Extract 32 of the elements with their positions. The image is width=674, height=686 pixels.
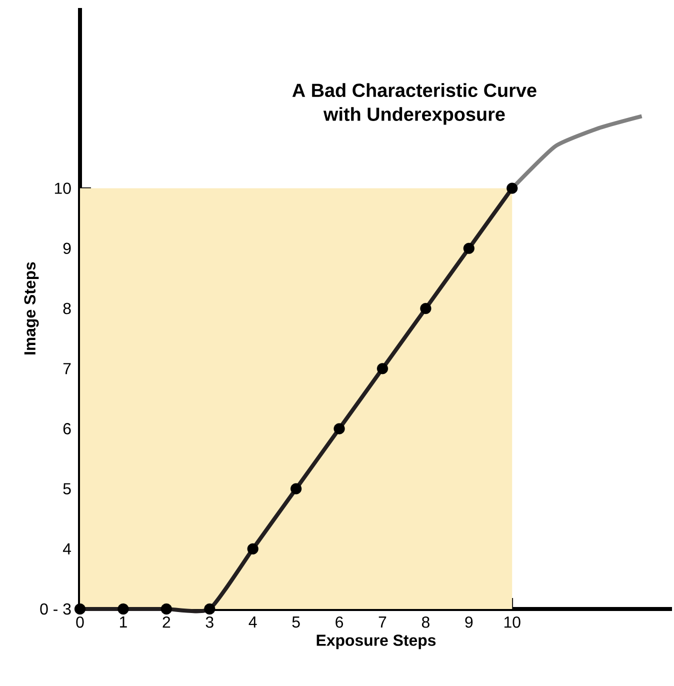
- y-tick-label: 7: [63, 363, 71, 374]
- x-tick-label: 0: [76, 616, 84, 628]
- point: [204, 603, 216, 615]
- point: [290, 483, 302, 494]
- y-tick-label: 8: [63, 302, 71, 314]
- point: [463, 242, 474, 254]
- x-tick-label: 3: [206, 616, 214, 628]
- y-tick-label: 4: [62, 543, 72, 554]
- point: [334, 423, 345, 434]
- point: [247, 543, 258, 554]
- x-tick-label: 9: [465, 616, 473, 628]
- point: [74, 603, 86, 615]
- x-tick-label: 7: [378, 616, 386, 628]
- x-tick-label: 6: [336, 616, 343, 628]
- y-tick-label: 5: [63, 483, 71, 494]
- x-axis-title: Exposure Steps: [316, 634, 436, 650]
- point: [160, 603, 172, 615]
- x-tick-label: 8: [422, 616, 430, 628]
- point: [376, 363, 388, 374]
- x-tick-label: 2: [162, 616, 170, 628]
- y-tick-label: 10: [54, 182, 71, 194]
- x-tick-label: 1: [120, 616, 127, 628]
- point: [420, 302, 432, 314]
- x-tick-label: 10: [504, 616, 520, 628]
- point: [118, 603, 129, 615]
- x-tick-label: 4: [248, 616, 257, 628]
- x-tick-label: 5: [292, 616, 300, 628]
- y-tick-label: 0 - 3: [40, 603, 71, 615]
- y-tick-label: 9: [63, 242, 71, 254]
- text: A Bad Characteristic Curve with Underexposure: [292, 83, 536, 125]
- y-axis-title: Image Steps: [24, 262, 39, 354]
- y-tick-label: 6: [63, 423, 71, 434]
